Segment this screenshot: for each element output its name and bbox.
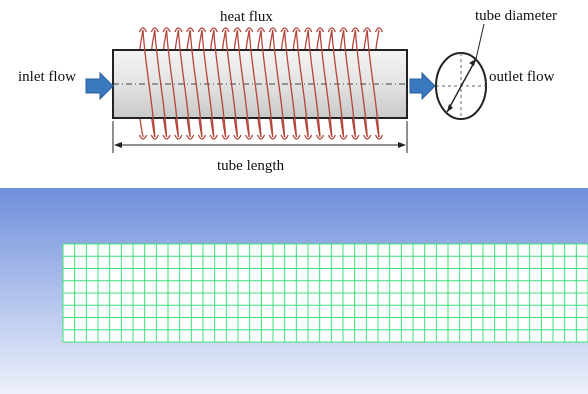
coil-crest — [150, 27, 159, 33]
coil-turn-front — [177, 29, 191, 138]
heating-coil-front — [138, 27, 384, 140]
tube-schematic: heat flux tube diameter inlet flow outle… — [18, 8, 557, 174]
tube-cross-section — [435, 23, 487, 120]
heat-flux-label: heat flux — [220, 9, 273, 25]
coil-trough — [268, 134, 277, 140]
tube-diameter-label: tube diameter — [475, 8, 557, 24]
coil-turn-front — [307, 29, 321, 138]
coil-trough — [197, 134, 207, 140]
coil-trough — [327, 134, 336, 140]
coil-crest — [174, 27, 183, 33]
coil-turn-front — [272, 29, 286, 138]
inlet-flow-label: inlet flow — [18, 69, 76, 85]
coil-turn-front — [248, 29, 262, 138]
coil-crest — [221, 27, 230, 33]
coil-crest — [245, 27, 254, 33]
coil-turn-front — [283, 29, 298, 138]
coil-trough — [292, 134, 301, 140]
coil-crest — [304, 27, 313, 33]
coil-turn-front — [201, 29, 215, 138]
coil-crest — [233, 27, 242, 33]
inlet-arrow-icon — [85, 71, 114, 101]
tube-length-dimension — [112, 121, 408, 153]
mesh-view — [0, 188, 588, 394]
coil-crest — [292, 27, 301, 33]
coil-crest — [339, 27, 348, 33]
coil-trough — [209, 134, 218, 140]
outlet-flow-label: outlet flow — [489, 69, 555, 85]
coil-trough — [138, 134, 148, 140]
coil-trough — [221, 134, 230, 140]
coil-turn-front — [224, 29, 239, 138]
coil-trough — [280, 134, 289, 140]
coil-turn-front — [354, 29, 368, 138]
coil-crest — [315, 27, 325, 33]
coil-crest — [268, 27, 277, 33]
coil-trough — [315, 134, 325, 140]
diameter-arrow-icon — [446, 58, 477, 113]
diameter-leader-line — [475, 23, 485, 60]
coil-turn-front — [319, 29, 333, 138]
coil-crest — [197, 27, 207, 33]
coil-trough — [374, 134, 384, 140]
coil-turn-front — [342, 29, 357, 138]
coil-turn-front — [165, 29, 180, 138]
coil-trough — [233, 134, 242, 140]
coil-trough — [256, 134, 266, 140]
coil-turn-front — [142, 29, 156, 138]
outlet-arrow-icon — [409, 71, 436, 101]
coil-crest — [209, 27, 218, 33]
coil-turn-front — [154, 29, 168, 138]
coil-crest — [280, 27, 289, 33]
coil-crest — [186, 27, 195, 33]
coil-crest — [374, 27, 384, 33]
coil-trough — [245, 134, 254, 140]
coil-crest — [351, 27, 360, 33]
tube-length-label: tube length — [217, 158, 285, 174]
coil-turn-front — [213, 29, 227, 138]
coil-crest — [162, 27, 171, 33]
coil-turn-front — [189, 29, 203, 138]
coil-trough — [363, 134, 372, 140]
coil-trough — [186, 134, 195, 140]
coil-turn-front — [331, 29, 345, 138]
coil-trough — [304, 134, 313, 140]
coil-turn-front — [260, 29, 274, 138]
coil-crest — [138, 27, 148, 33]
coil-trough — [351, 134, 360, 140]
mesh-grid — [62, 243, 588, 343]
coil-turn-front — [236, 29, 250, 138]
coil-turn-front — [295, 29, 309, 138]
coil-crest — [256, 27, 266, 33]
coil-trough — [150, 134, 159, 140]
coil-trough — [162, 134, 171, 140]
coil-trough — [174, 134, 183, 140]
coil-trough — [339, 134, 348, 140]
coil-turn-front — [366, 29, 380, 138]
coil-crest — [363, 27, 372, 33]
coil-crest — [327, 27, 336, 33]
